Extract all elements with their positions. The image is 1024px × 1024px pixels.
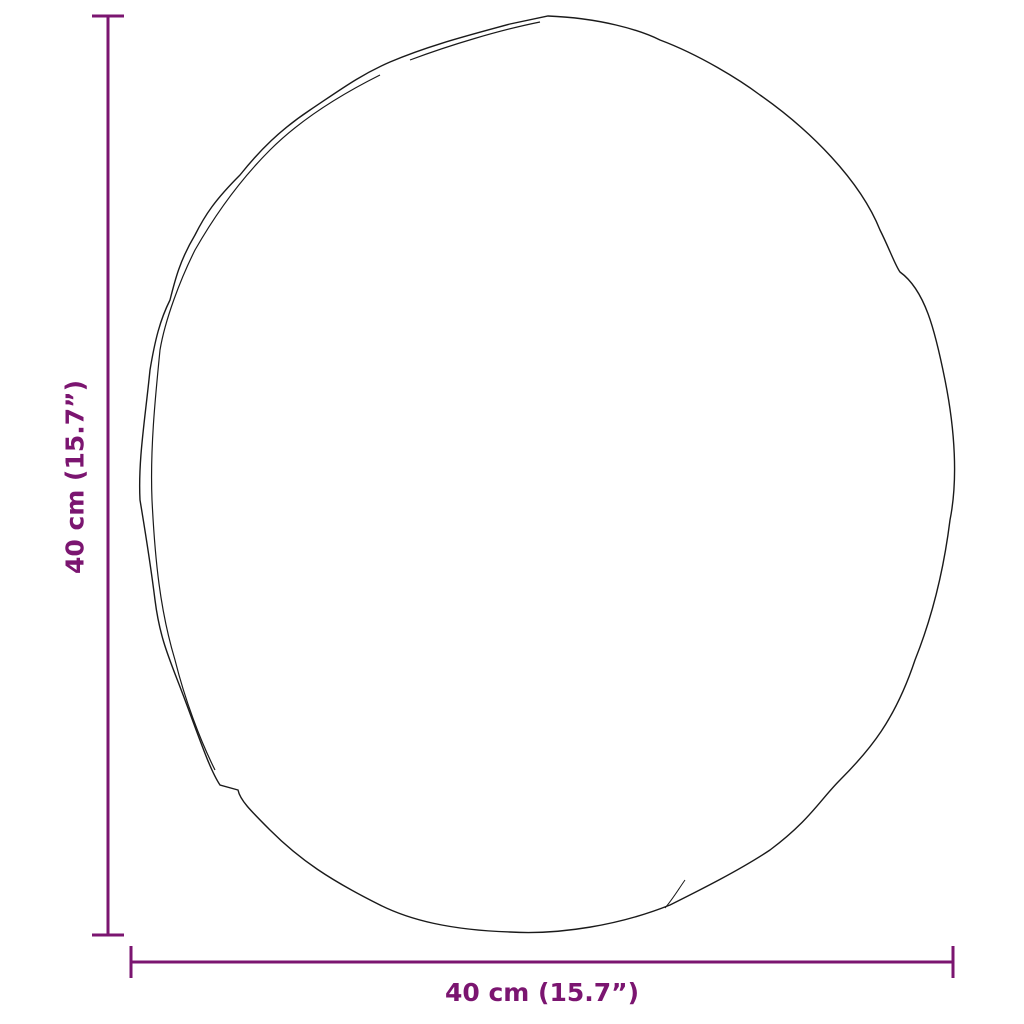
mirror-edge-inner bbox=[150, 21, 541, 771]
width-dimension-line bbox=[129, 946, 955, 978]
height-dimension-line bbox=[92, 14, 124, 937]
width-label: 40 cm (15.7”) bbox=[444, 978, 640, 1007]
mirror-outline bbox=[138, 15, 956, 934]
height-label: 40 cm (15.7”) bbox=[60, 379, 90, 575]
mirror-edge-reflection bbox=[664, 879, 686, 909]
